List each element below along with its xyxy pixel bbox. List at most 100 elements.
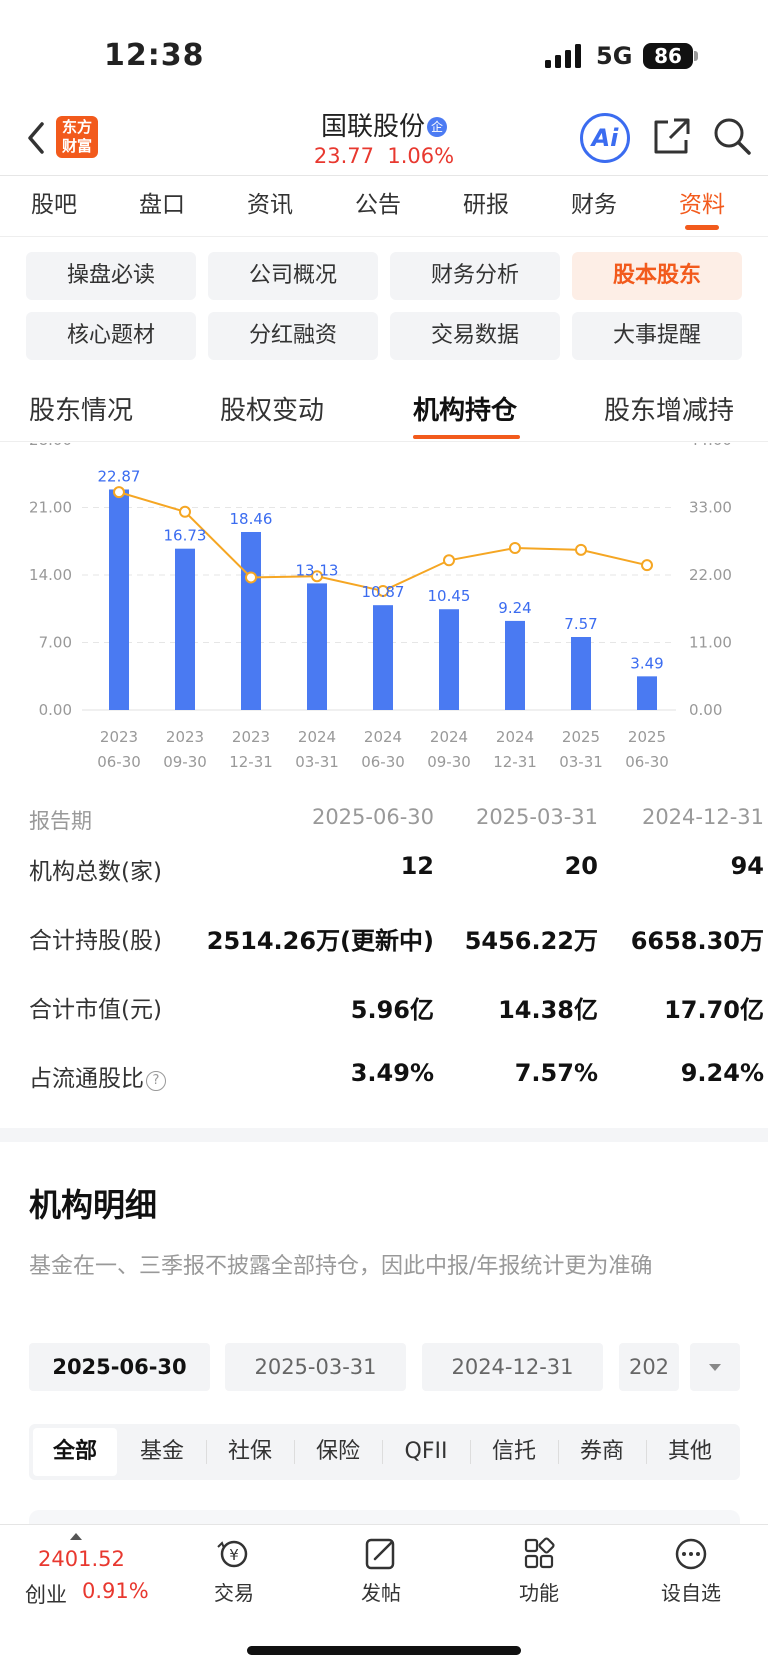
expand-up-icon[interactable]: [70, 1533, 82, 1540]
filter-trust[interactable]: 信托: [491, 1439, 536, 1464]
main-tabs: 股吧 盘口 资讯 公告 研报 财务 资料: [0, 177, 768, 237]
cell: 9.24%: [680, 1059, 764, 1087]
price-change: 1.06%: [387, 144, 455, 168]
chevron-down-icon[interactable]: [690, 1343, 740, 1391]
tab-pankou[interactable]: 盘口: [139, 192, 185, 218]
row-label-institution-count: 机构总数(家): [29, 859, 162, 885]
tab-equity-changes[interactable]: 股权变动: [220, 396, 325, 426]
x-tick-year: 2024: [430, 728, 468, 746]
filter-insurance[interactable]: 保险: [315, 1439, 360, 1464]
right-tick-label: 44.00: [689, 443, 732, 449]
tab-research[interactable]: 研报: [463, 192, 509, 218]
filter-broker[interactable]: 券商: [579, 1439, 624, 1464]
data-label: 3.49: [630, 654, 663, 672]
battery-icon: 86: [643, 43, 693, 69]
nav-functions[interactable]: 功能: [499, 1537, 579, 1606]
help-icon[interactable]: ?: [146, 1071, 166, 1091]
institution-detail-note: 基金在一、三季报不披露全部持仓，因此中报/年报统计更为准确: [29, 1254, 653, 1279]
cell: 5.96亿: [350, 996, 434, 1024]
table-row: 合计持股(股) 2514.26万(更新中) 5456.22万 6658.30万: [0, 921, 768, 971]
period-chip[interactable]: 2025-03-31: [225, 1343, 406, 1391]
sub-button-events[interactable]: 大事提醒: [572, 312, 742, 360]
nav-trade[interactable]: ¥ 交易: [194, 1537, 274, 1606]
bar: [307, 583, 327, 710]
tab-guba[interactable]: 股吧: [31, 192, 77, 218]
x-tick-year: 2023: [100, 728, 138, 746]
period-col-1: 2025-06-30: [311, 805, 434, 829]
filter-social-security[interactable]: 社保: [227, 1439, 272, 1464]
right-tick-label: 11.00: [689, 634, 732, 652]
row-label-float-ratio: 占流通股比?: [29, 1059, 166, 1093]
x-tick-year: 2024: [496, 728, 534, 746]
line-point: [245, 571, 257, 584]
data-label: 13.13: [296, 561, 339, 579]
bar: [439, 609, 459, 710]
data-label: 10.45: [428, 587, 471, 605]
table-row: 占流通股比? 3.49% 7.57% 9.24%: [0, 1059, 768, 1109]
active-tab-underline: [413, 435, 520, 439]
tab-holder-changes[interactable]: 股东增减持: [604, 396, 735, 426]
sub-button-dividends[interactable]: 分红融资: [208, 312, 378, 360]
bar: [571, 637, 591, 710]
right-tick-label: 22.00: [689, 566, 732, 584]
divider: [294, 1440, 295, 1464]
row-label-total-shares: 合计持股(股): [29, 928, 162, 954]
share-icon[interactable]: [652, 116, 692, 156]
grid-icon: [524, 1537, 555, 1569]
tab-profile[interactable]: 资料: [648, 177, 756, 236]
period-chip[interactable]: 202: [619, 1343, 679, 1391]
filter-other[interactable]: 其他: [667, 1439, 712, 1464]
institutional-holdings-chart: 28.00 44.00 21.00 33.00 14.00 22.00 7.00 11.00 0…: [0, 443, 768, 778]
line-point: [113, 486, 125, 499]
sub-button-core-themes[interactable]: 核心题材: [26, 312, 196, 360]
cell: 6658.30万: [630, 927, 764, 955]
sub-button-company-overview[interactable]: 公司概况: [208, 252, 378, 300]
bottom-toolbar: 2401.52 创业 0.91% ¥ 交易 发帖 功能: [0, 1524, 768, 1669]
status-bar: 12:38 5G 86: [0, 0, 768, 100]
svg-text:¥: ¥: [229, 1546, 239, 1564]
data-label: 10.87: [362, 583, 405, 601]
ai-assistant-button[interactable]: Ai: [580, 113, 630, 163]
logo-line1: 东方: [61, 118, 92, 136]
x-tick-date: 03-31: [295, 753, 339, 771]
trade-icon: ¥: [217, 1540, 248, 1568]
left-tick-label: 28.00: [29, 443, 72, 449]
nav-functions-label: 功能: [519, 1581, 559, 1605]
nav-add-watchlist[interactable]: 设自选: [651, 1537, 731, 1606]
line-point: [443, 554, 455, 567]
tab-finance[interactable]: 财务: [571, 192, 617, 218]
nav-post[interactable]: 发帖: [341, 1537, 421, 1606]
bar: [505, 620, 525, 710]
filter-all[interactable]: 全部: [33, 1428, 117, 1476]
sub-button-shareholders[interactable]: 股本股东: [572, 252, 742, 300]
tab-institutional-holdings[interactable]: 机构持仓: [413, 396, 518, 426]
tab-news[interactable]: 资讯: [247, 192, 293, 218]
bar: [241, 531, 261, 710]
sub-button-financial-analysis[interactable]: 财务分析: [390, 252, 560, 300]
cell: 3.49%: [350, 1059, 434, 1087]
filter-fund[interactable]: 基金: [139, 1439, 184, 1464]
period-chip[interactable]: 2024-12-31: [422, 1343, 603, 1391]
back-icon[interactable]: [22, 118, 52, 158]
x-tick-date: 03-31: [559, 753, 603, 771]
cell: 20: [564, 852, 598, 880]
index-value[interactable]: 2401.52: [38, 1547, 125, 1571]
divider: [382, 1440, 383, 1464]
tab-shareholder-status[interactable]: 股东情况: [29, 396, 134, 426]
cell: 12: [400, 852, 434, 880]
sub-button-must-read[interactable]: 操盘必读: [26, 252, 196, 300]
enterprise-badge: 企: [427, 117, 447, 137]
index-name[interactable]: 创业: [25, 1583, 67, 1607]
index-change[interactable]: 0.91%: [82, 1579, 149, 1603]
period-chip[interactable]: 2025-06-30: [29, 1343, 210, 1391]
cell: 7.57%: [514, 1059, 598, 1087]
chart-svg: 28.00 44.00 21.00 33.00 14.00 22.00 7.00 11.00 0…: [29, 443, 732, 771]
table-row: 合计市值(元) 5.96亿 14.38亿 17.70亿: [0, 990, 768, 1040]
cell: 17.70亿: [664, 996, 764, 1024]
filter-qfii[interactable]: QFII: [404, 1439, 448, 1464]
tab-announcements[interactable]: 公告: [355, 192, 401, 218]
app-logo[interactable]: 东方 财富: [56, 116, 98, 158]
sub-button-trading-data[interactable]: 交易数据: [390, 312, 560, 360]
cell: 2514.26万(更新中): [206, 927, 434, 955]
search-icon[interactable]: [712, 116, 752, 156]
